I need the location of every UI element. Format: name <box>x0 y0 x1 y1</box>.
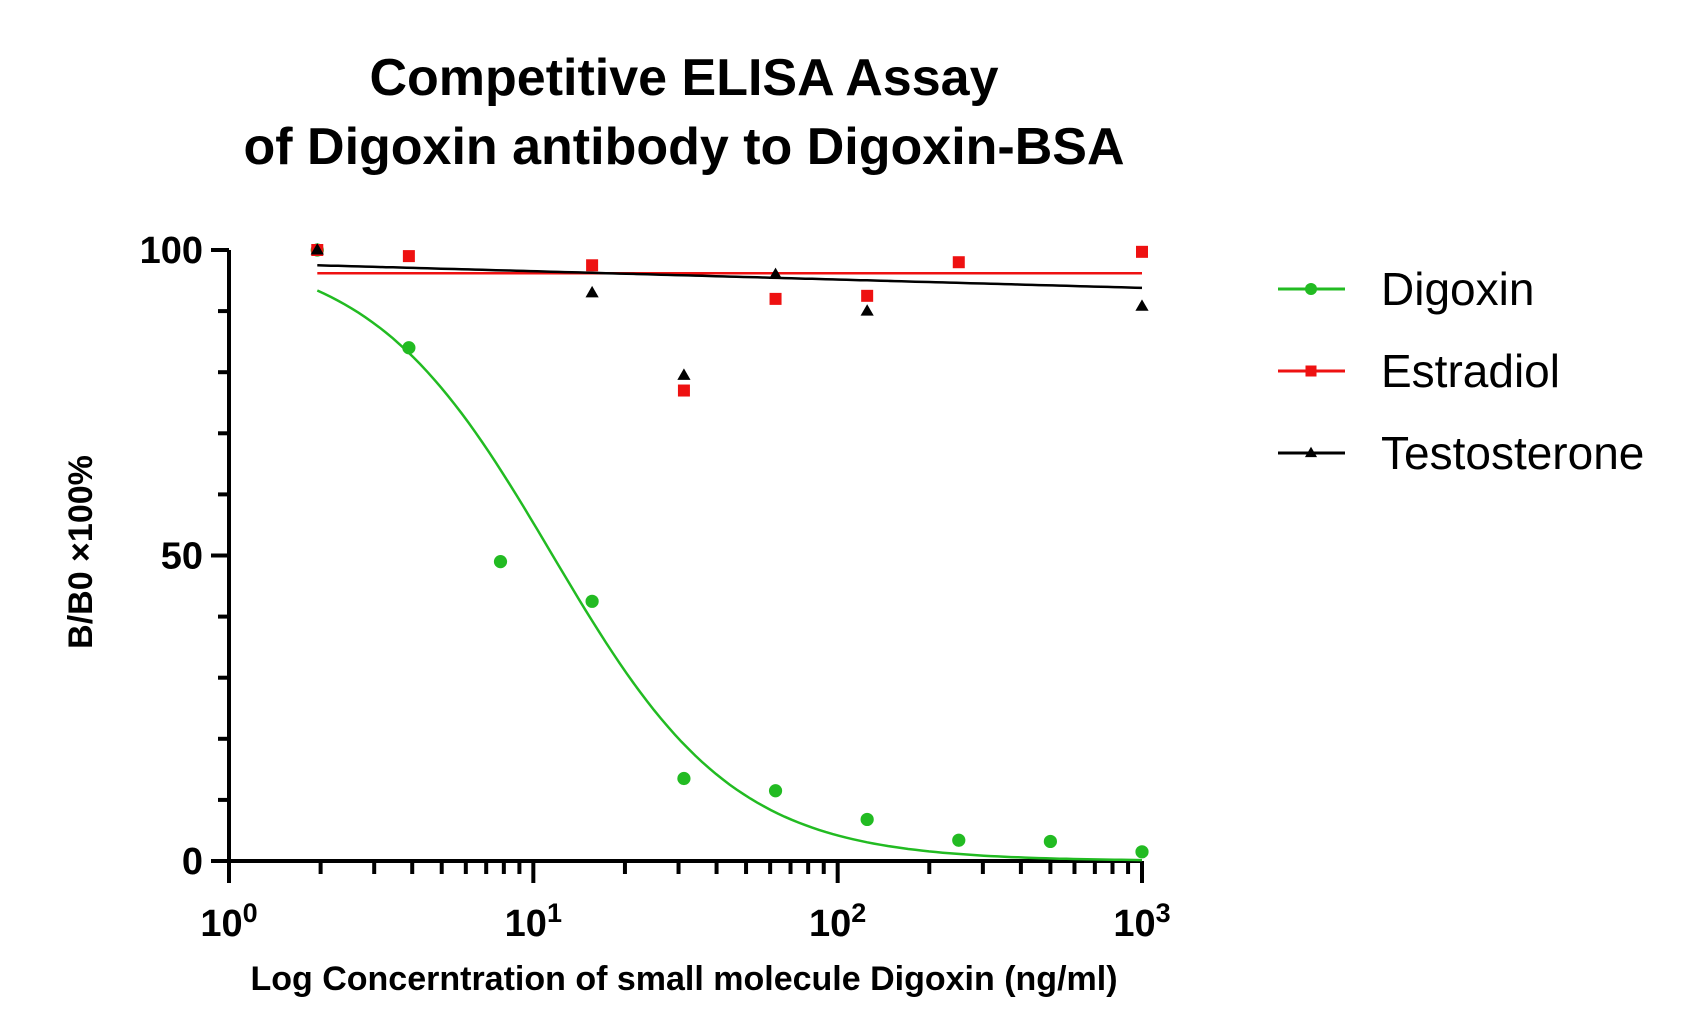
testosterone-point <box>677 368 691 380</box>
y-ticks: 0 50 100 <box>140 230 229 883</box>
estradiol-point <box>769 292 782 305</box>
x-tick-label: 103 <box>1113 898 1170 945</box>
legend-label-estradiol: Estradiol <box>1381 345 1560 397</box>
y-tick-label: 100 <box>140 230 203 272</box>
testosterone-point <box>310 243 324 255</box>
digoxin-point <box>677 771 691 786</box>
estradiol-point <box>402 250 415 263</box>
legend-label-digoxin: Digoxin <box>1381 263 1534 315</box>
data-points <box>310 243 1149 859</box>
chart-title-line-2: of Digoxin antibody to Digoxin-BSA <box>243 118 1124 176</box>
x-tick-base: 10 <box>1113 903 1155 945</box>
legend-marker-digoxin <box>1304 282 1318 296</box>
axes <box>227 250 1142 863</box>
digoxin-point <box>402 341 416 355</box>
fit-curve-testosterone <box>317 264 1143 290</box>
x-tick-label: 100 <box>200 898 257 945</box>
digoxin-point <box>1043 834 1057 849</box>
x-tick-base: 10 <box>809 903 851 945</box>
testosterone-point <box>585 285 599 298</box>
digoxin-point <box>493 555 508 569</box>
y-axis-label: B/B0 ×100% <box>62 455 100 649</box>
estradiol-point <box>952 256 965 269</box>
x-axis-label: Log Concerntration of small molecule Dig… <box>250 960 1117 998</box>
fit-curves <box>316 264 1143 862</box>
digoxin-point <box>1135 845 1149 859</box>
x-tick-exponent: 1 <box>547 898 562 928</box>
y-tick-label: 50 <box>161 536 203 578</box>
testosterone-point <box>860 304 874 316</box>
digoxin-point <box>585 594 599 608</box>
testosterone-point <box>1135 299 1149 311</box>
x-tick-exponent: 2 <box>851 898 866 928</box>
x-tick-exponent: 0 <box>243 898 258 928</box>
estradiol-point <box>586 259 599 272</box>
x-tick-exponent: 3 <box>1156 898 1171 928</box>
estradiol-point <box>861 289 874 302</box>
legend-marker-testosterone <box>1304 446 1318 458</box>
x-ticks: 100 101 102 103 <box>200 861 1171 945</box>
fit-curve-digoxin <box>316 289 1143 862</box>
y-tick-label: 0 <box>182 841 203 883</box>
estradiol-point <box>677 384 690 397</box>
x-tick-label: 102 <box>809 898 866 945</box>
digoxin-point <box>860 812 874 827</box>
chart-title-line-1: Competitive ELISA Assay <box>369 49 998 107</box>
estradiol-point <box>1136 245 1148 258</box>
digoxin-point <box>952 833 966 847</box>
testosterone-point <box>768 267 783 279</box>
chart-title: Competitive ELISA Assay of Digoxin antib… <box>243 49 1124 176</box>
digoxin-point <box>768 784 783 798</box>
x-tick-base: 10 <box>505 903 547 945</box>
x-tick-label: 101 <box>505 898 562 945</box>
x-tick-base: 10 <box>200 903 242 945</box>
legend-marker-estradiol <box>1305 365 1317 377</box>
legend-label-testosterone: Testosterone <box>1381 427 1644 479</box>
legend: Digoxin Estradiol Testosterone <box>1278 263 1644 479</box>
